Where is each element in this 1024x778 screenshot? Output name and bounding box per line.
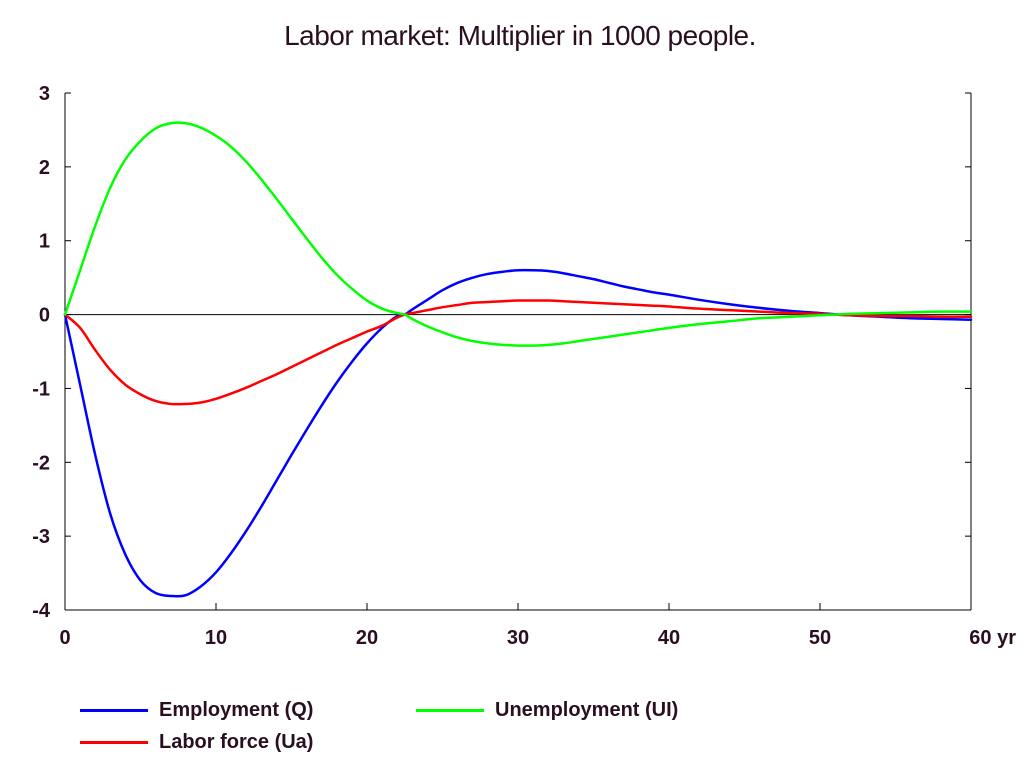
series-lines [63,121,973,598]
x-tick-label: 10 [205,627,227,649]
x-tick-label: 50 [809,627,831,649]
series-line-employment [63,268,973,598]
axis-ticks [64,92,972,611]
series-line-labor-force [63,299,973,406]
x-tick-label: 40 [658,627,680,649]
y-tick-label: -4 [32,600,51,622]
y-tick-label: 1 [39,231,50,253]
x-tick-label: 60 yr [969,627,1016,649]
chart-title: Labor market: Multiplier in 1000 people. [284,20,756,51]
y-tick-label: -3 [32,526,50,548]
y-tick-label: 0 [39,305,50,327]
y-tick-label: -1 [32,378,50,400]
plot-frame [64,93,972,611]
y-tick-label: 3 [39,83,50,105]
series-line-unemployment [63,121,973,347]
y-tick-label: 2 [39,157,50,179]
x-tick-label: 0 [59,627,70,649]
x-tick-label: 30 [507,627,529,649]
x-tick-label: 20 [356,627,378,649]
y-tick-label: -2 [32,452,50,474]
